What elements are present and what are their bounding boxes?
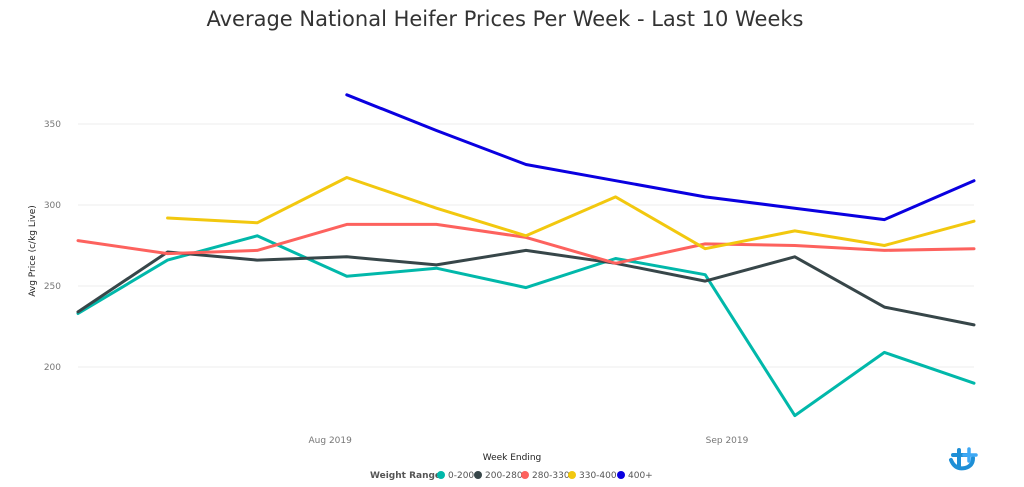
y-tick-label: 200 — [44, 363, 61, 373]
legend-marker — [474, 471, 482, 479]
gridlines — [78, 123, 974, 368]
legend-label[interactable]: 400+ — [628, 471, 653, 481]
legend-marker — [568, 471, 576, 479]
legend-marker — [437, 471, 445, 479]
x-axis-label: Week Ending — [483, 453, 542, 463]
legend-marker — [521, 471, 529, 479]
y-tick-label: 250 — [44, 282, 61, 292]
logo-curve — [949, 456, 975, 471]
series-line-200-280[interactable] — [76, 248, 976, 327]
y-tick-label: 350 — [44, 120, 61, 130]
series-lines — [76, 93, 976, 418]
x-tick-label: Sep 2019 — [706, 436, 749, 446]
legend-label[interactable]: 200-280 — [485, 471, 523, 481]
y-axis-ticks: 200 250 300 350 — [44, 120, 61, 373]
legend[interactable]: Weight Range 0-200 200-280 280-330 330-400 4… — [370, 471, 653, 481]
y-axis-label: Avg Price (c/kg Live) — [28, 205, 38, 297]
series-line-400+[interactable] — [345, 93, 976, 222]
series-line-330-400[interactable] — [166, 176, 976, 251]
legend-title: Weight Range — [370, 471, 441, 481]
legend-marker — [617, 471, 625, 479]
x-axis-ticks: Aug 2019 Sep 2019 — [309, 436, 749, 446]
x-tick-label: Aug 2019 — [309, 436, 353, 446]
legend-label[interactable]: 330-400 — [579, 471, 617, 481]
brand-logo-icon — [949, 447, 978, 471]
series-line-0-200[interactable] — [76, 234, 976, 418]
logo-plus — [962, 447, 978, 463]
series-line-280-330[interactable] — [76, 222, 976, 265]
legend-label[interactable]: 280-330 — [532, 471, 570, 481]
legend-label[interactable]: 0-200 — [448, 471, 474, 481]
chart-title: Average National Heifer Prices Per Week … — [206, 7, 803, 31]
y-tick-label: 300 — [44, 201, 61, 211]
